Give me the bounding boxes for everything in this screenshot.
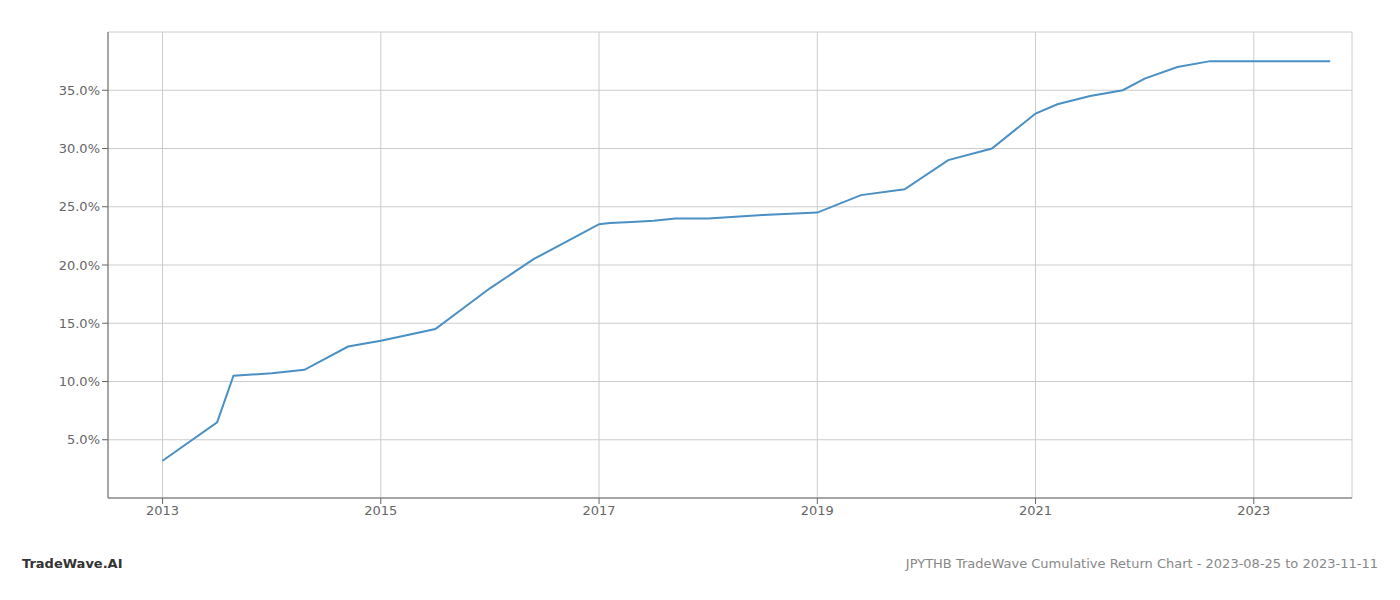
svg-text:30.0%: 30.0% — [59, 141, 100, 156]
svg-text:2023: 2023 — [1237, 503, 1270, 518]
svg-text:35.0%: 35.0% — [59, 83, 100, 98]
svg-text:15.0%: 15.0% — [59, 316, 100, 331]
svg-text:20.0%: 20.0% — [59, 258, 100, 273]
svg-text:2015: 2015 — [364, 503, 397, 518]
svg-text:25.0%: 25.0% — [59, 199, 100, 214]
svg-text:2013: 2013 — [146, 503, 179, 518]
svg-text:10.0%: 10.0% — [59, 374, 100, 389]
svg-text:2019: 2019 — [801, 503, 834, 518]
svg-text:2017: 2017 — [583, 503, 616, 518]
html-text:JPYTHB TradeWave Cumulative Re: JPYTHB TradeWave Cumulative Return Chart… — [905, 556, 1378, 571]
svg-text:5.0%: 5.0% — [67, 432, 100, 447]
html-text:TradeWave.AI: TradeWave.AI — [22, 556, 123, 571]
svg-text:2021: 2021 — [1019, 503, 1052, 518]
